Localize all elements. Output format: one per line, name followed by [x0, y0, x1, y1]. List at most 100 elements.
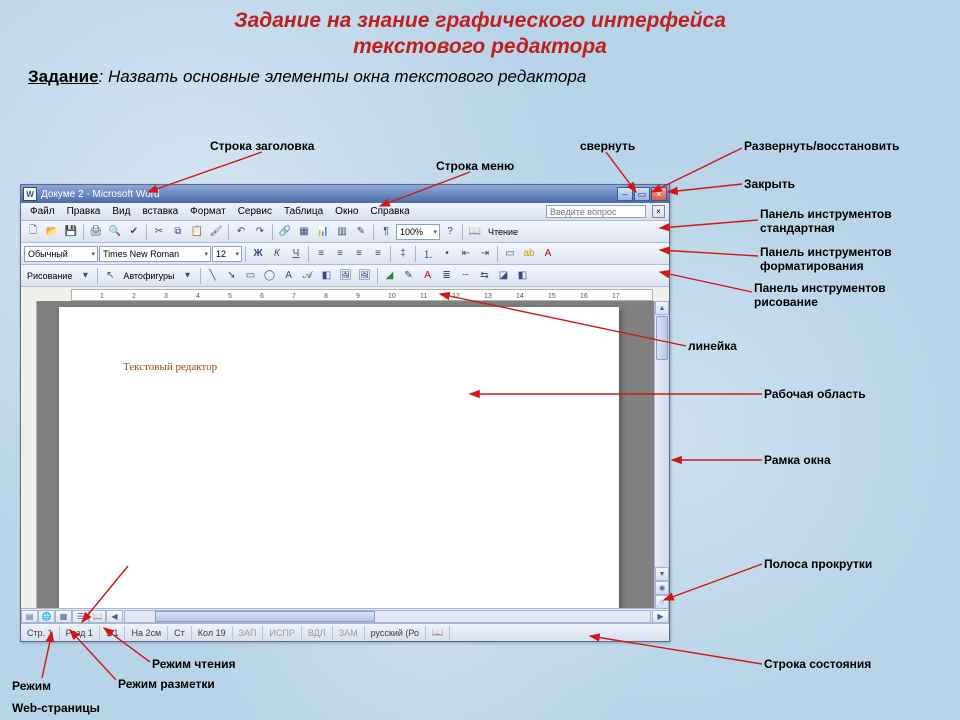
drawing-icon[interactable]: ✎	[352, 223, 370, 241]
excel-icon[interactable]: 📊	[314, 223, 332, 241]
font-combo[interactable]: Times New Roman	[99, 246, 211, 262]
menu-help[interactable]: Справка	[365, 206, 414, 217]
spell-icon[interactable]: ✔	[125, 223, 143, 241]
horizontal-scrollbar[interactable]	[124, 610, 651, 623]
highlight-icon[interactable]: ab	[520, 245, 538, 263]
view-print-icon[interactable]: ▦	[55, 610, 72, 623]
rect-icon[interactable]: ▭	[242, 267, 260, 285]
autoshapes-chevron-icon[interactable]: ▾	[179, 267, 197, 285]
doc-close-button[interactable]: ×	[652, 205, 665, 218]
open-icon[interactable]: 📂	[43, 223, 61, 241]
menu-tools[interactable]: Сервис	[233, 206, 277, 217]
read-label[interactable]: Чтение	[485, 227, 521, 237]
table-icon[interactable]: ▦	[295, 223, 313, 241]
hscroll-left-icon[interactable]: ◀	[106, 610, 123, 623]
view-normal-icon[interactable]: ▤	[21, 610, 38, 623]
read-mode-icon[interactable]: 📖	[466, 223, 484, 241]
oval-icon[interactable]: ◯	[261, 267, 279, 285]
view-web-icon[interactable]: 🌐	[38, 610, 55, 623]
minimize-button[interactable]: –	[617, 187, 633, 201]
status-rec[interactable]: ЗАП	[233, 626, 264, 640]
print-icon[interactable]: 🖨	[87, 223, 105, 241]
bold-icon[interactable]: Ж	[249, 245, 267, 263]
style-combo[interactable]: Обычный	[24, 246, 98, 262]
help-icon[interactable]: ?	[441, 223, 459, 241]
arrowstyle-icon[interactable]: ⇆	[476, 267, 494, 285]
justify-icon[interactable]: ≡	[369, 245, 387, 263]
vertical-scrollbar[interactable]: ▲ ▼ ◉ ○ ◉	[654, 301, 669, 623]
document-area[interactable]: Текстовый редактор	[37, 301, 654, 623]
outdent-icon[interactable]: ⇤	[457, 245, 475, 263]
scroll-down-icon[interactable]: ▼	[655, 567, 669, 581]
ruler-vertical[interactable]	[21, 301, 37, 623]
link-icon[interactable]: 🔗	[276, 223, 294, 241]
paste-icon[interactable]: 📋	[188, 223, 206, 241]
drawing-label[interactable]: Рисование	[24, 271, 75, 281]
menu-file[interactable]: Файл	[25, 206, 60, 217]
diagram-icon[interactable]: ◧	[318, 267, 336, 285]
status-section: Разд 1	[60, 626, 100, 640]
close-button[interactable]: ×	[651, 187, 667, 201]
status-ovr[interactable]: ЗАМ	[333, 626, 365, 640]
columns-icon[interactable]: ▥	[333, 223, 351, 241]
status-trk[interactable]: ИСПР	[263, 626, 301, 640]
undo-icon[interactable]: ↶	[232, 223, 250, 241]
fontcolor2-icon[interactable]: A	[419, 267, 437, 285]
underline-icon[interactable]: Ч	[287, 245, 305, 263]
wordart-icon[interactable]: 𝒜	[299, 267, 317, 285]
ask-question-input[interactable]	[546, 205, 646, 218]
copy-icon[interactable]: ⧉	[169, 223, 187, 241]
line-icon[interactable]: ╲	[204, 267, 222, 285]
menu-window[interactable]: Окно	[330, 206, 363, 217]
status-book-icon[interactable]: 📖	[426, 626, 450, 640]
scroll-thumb[interactable]	[656, 316, 668, 360]
preview-icon[interactable]: 🔍	[106, 223, 124, 241]
cut-icon[interactable]: ✂	[150, 223, 168, 241]
select-icon[interactable]: ↖	[101, 267, 119, 285]
bullet-list-icon[interactable]: •	[438, 245, 456, 263]
scroll-up-icon[interactable]: ▲	[655, 301, 669, 315]
line-spacing-icon[interactable]: ‡	[394, 245, 412, 263]
menu-edit[interactable]: Правка	[62, 206, 106, 217]
redo-icon[interactable]: ↷	[251, 223, 269, 241]
3d-icon[interactable]: ◧	[514, 267, 532, 285]
dash-icon[interactable]: ┄	[457, 267, 475, 285]
arrow-icon[interactable]: ➘	[223, 267, 241, 285]
menu-view[interactable]: Вид	[107, 206, 135, 217]
title-bar[interactable]: W Докуме 2 - Microsoft Word – ▭ ×	[21, 185, 669, 203]
draw-menu-chevron-icon[interactable]: ▾	[76, 267, 94, 285]
autoshapes-label[interactable]: Автофигуры	[120, 271, 177, 281]
textbox-icon[interactable]: A	[280, 267, 298, 285]
fill-icon[interactable]: ◢	[381, 267, 399, 285]
numbered-list-icon[interactable]: ⒈	[419, 245, 437, 263]
italic-icon[interactable]: К	[268, 245, 286, 263]
new-doc-icon[interactable]: 🗋	[24, 223, 42, 241]
shadow-icon[interactable]: ◪	[495, 267, 513, 285]
align-left-icon[interactable]: ≡	[312, 245, 330, 263]
menu-format[interactable]: Формат	[185, 206, 231, 217]
linecolor-icon[interactable]: ✎	[400, 267, 418, 285]
view-read-icon[interactable]: 📖	[89, 610, 106, 623]
maximize-button[interactable]: ▭	[634, 187, 650, 201]
showhide-icon[interactable]: ¶	[377, 223, 395, 241]
fontcolor-icon[interactable]: A	[539, 245, 557, 263]
menu-insert[interactable]: вставка	[137, 206, 183, 217]
align-center-icon[interactable]: ≡	[331, 245, 349, 263]
browse-obj-icon[interactable]: ○	[655, 595, 669, 609]
indent-icon[interactable]: ⇥	[476, 245, 494, 263]
borders-icon[interactable]: ▭	[501, 245, 519, 263]
status-lang[interactable]: русский (Ро	[365, 626, 426, 640]
fontsize-combo[interactable]: 12	[212, 246, 242, 262]
format-painter-icon[interactable]: 🖌	[207, 223, 225, 241]
lineweight-icon[interactable]: ≣	[438, 267, 456, 285]
clipart-icon[interactable]: 🖼	[337, 267, 355, 285]
menu-table[interactable]: Таблица	[279, 206, 328, 217]
status-ext[interactable]: ВДЛ	[302, 626, 333, 640]
picture-icon[interactable]: 🖼	[356, 267, 374, 285]
save-icon[interactable]: 💾	[62, 223, 80, 241]
prev-page-icon[interactable]: ◉	[655, 581, 669, 595]
view-outline-icon[interactable]: ☰	[72, 610, 89, 623]
align-right-icon[interactable]: ≡	[350, 245, 368, 263]
zoom-combo[interactable]: 100%	[396, 224, 440, 240]
hscroll-right-icon[interactable]: ▶	[652, 610, 669, 623]
